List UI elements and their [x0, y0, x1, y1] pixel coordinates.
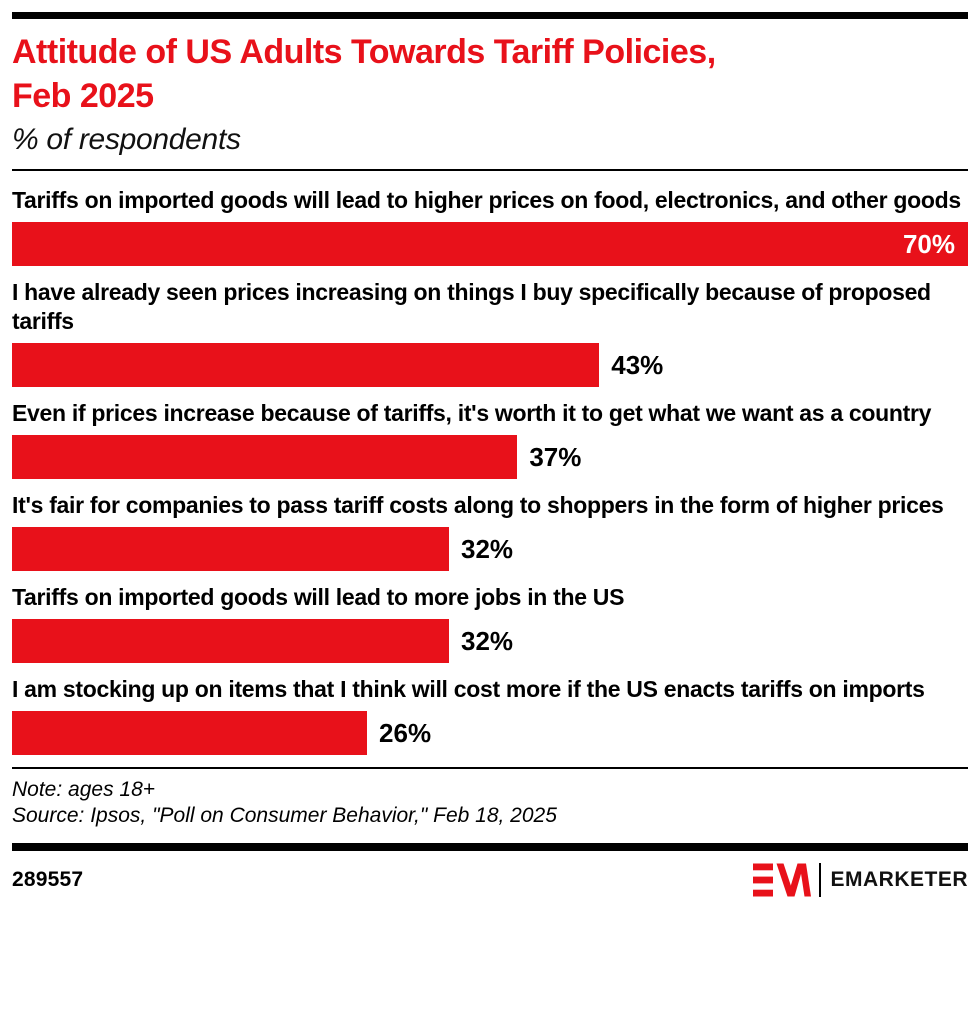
bar-category-label: I am stocking up on items that I think w… — [12, 676, 925, 702]
top-rule — [12, 12, 968, 19]
bar-category-label: Tariffs on imported goods will lead to h… — [12, 187, 961, 213]
bar-value-label: 37% — [529, 441, 582, 472]
em-monogram-icon — [753, 863, 812, 897]
bar-value-label: 26% — [379, 717, 432, 748]
bar-track: 70% — [12, 222, 968, 266]
chart-title-line-2: Feb 2025 — [12, 77, 154, 115]
bar-category-label: Tariffs on imported goods will lead to m… — [12, 584, 625, 610]
bottom-rule — [12, 843, 968, 851]
bar-track: 32% — [12, 527, 968, 571]
chart-id-number: 289557 — [12, 868, 84, 891]
chart-row: Even if prices increase because of tarif… — [12, 399, 968, 479]
bar-track: 37% — [12, 435, 968, 479]
chart-row: I have already seen prices increasing on… — [12, 278, 968, 387]
footer-divider — [12, 767, 968, 769]
bar-value-label: 43% — [611, 349, 664, 380]
bar-category-label: Even if prices increase because of tarif… — [12, 400, 932, 426]
bar — [12, 435, 518, 479]
chart-title-line-1: Attitude of US Adults Towards Tariff Pol… — [12, 33, 716, 71]
chart-row: I am stocking up on items that I think w… — [12, 675, 968, 755]
bar-value-label: 70% — [902, 228, 955, 259]
bar-category-label: It's fair for companies to pass tariff c… — [12, 492, 944, 518]
chart-row: Tariffs on imported goods will lead to h… — [12, 186, 968, 266]
bar — [12, 343, 600, 387]
brand-wordmark: EMARKETER — [830, 868, 968, 891]
bar — [12, 619, 449, 663]
bar-track: 43% — [12, 343, 968, 387]
emarketer-logo: EMARKETER — [753, 863, 968, 897]
chart-row: Tariffs on imported goods will lead to m… — [12, 583, 968, 663]
bar-value-label: 32% — [460, 533, 514, 564]
chart-note: Note: ages 18+ — [12, 778, 156, 801]
footer-bar: 289557 EMARKETER — [12, 863, 968, 897]
bar-track: 26% — [12, 711, 968, 755]
chart-row: It's fair for companies to pass tariff c… — [12, 491, 968, 571]
chart-subtitle: % of respondents — [12, 123, 241, 156]
bar: 70% — [12, 222, 968, 266]
bar — [12, 527, 449, 571]
bar — [12, 711, 368, 755]
chart-source: Source: Ipsos, "Poll on Consumer Behavio… — [12, 804, 557, 827]
bar-category-label: I have already seen prices increasing on… — [12, 279, 931, 334]
chart-title: Attitude of US Adults Towards Tariff Pol… — [12, 30, 968, 118]
logo-divider — [819, 863, 822, 897]
bar-track: 32% — [12, 619, 968, 663]
bar-value-label: 32% — [460, 625, 514, 656]
header-divider — [12, 169, 968, 171]
bar-chart: Tariffs on imported goods will lead to h… — [12, 186, 968, 755]
